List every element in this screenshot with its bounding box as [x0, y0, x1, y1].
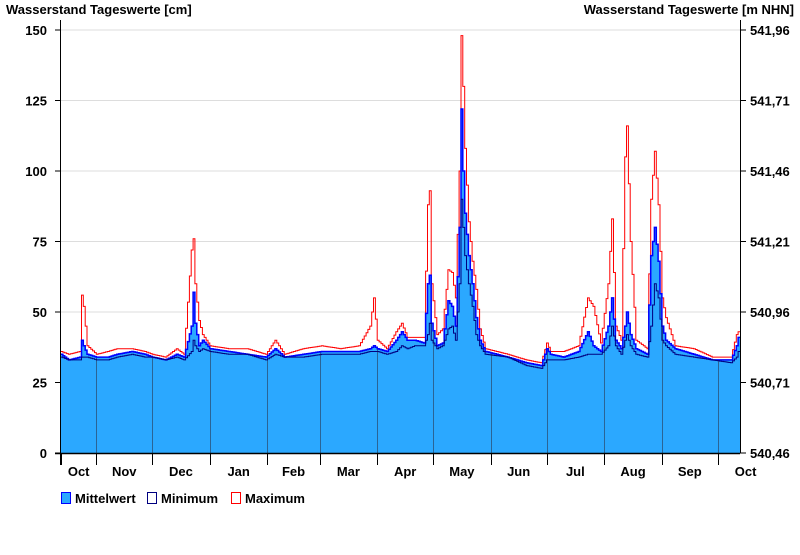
legend-label: Mittelwert: [75, 491, 136, 506]
month-label: Sep: [678, 464, 702, 479]
month-label: Nov: [112, 464, 137, 479]
mean-line: [61, 108, 740, 367]
legend-swatch: [147, 492, 157, 504]
left-axis-title: Wasserstand Tageswerte [cm]: [6, 2, 192, 17]
left-tick-label: 100: [25, 164, 47, 179]
month-label: Oct: [68, 464, 90, 479]
left-tick-label: 75: [33, 235, 47, 250]
left-tick-label: 125: [25, 94, 47, 109]
right-tick-label: 540,46: [750, 446, 790, 461]
left-tick-label: 0: [40, 446, 47, 461]
legend-swatch: [231, 492, 241, 504]
axes: 0 540,46 25 540,71 50 540,96 75 541,21 100 541,46…: [25, 20, 790, 479]
month-label: Aug: [620, 464, 645, 479]
gridlines: [61, 29, 740, 383]
month-label: Jun: [507, 464, 530, 479]
month-label: Feb: [282, 464, 305, 479]
right-tick-label: 541,46: [750, 164, 790, 179]
mean-area: [61, 109, 740, 453]
right-tick-label: 541,21: [750, 235, 790, 250]
minimum-line: [61, 198, 740, 369]
left-tick-label: 150: [25, 23, 47, 38]
legend-swatch: [61, 492, 71, 504]
month-label: Dec: [169, 464, 193, 479]
legend-label: Maximum: [245, 491, 305, 506]
left-tick-label: 25: [33, 376, 47, 391]
month-label: Mar: [337, 464, 360, 479]
month-label: Jul: [566, 464, 585, 479]
month-label: Oct: [735, 464, 757, 479]
month-label: Jan: [227, 464, 249, 479]
right-tick-label: 541,71: [750, 94, 790, 109]
right-tick-label: 541,96: [750, 23, 790, 38]
maximum-line: [61, 35, 740, 364]
left-tick-label: 50: [33, 305, 47, 320]
right-tick-label: 540,96: [750, 305, 790, 320]
legend: Mittelwert Minimum Maximum: [61, 491, 305, 506]
month-label: May: [449, 464, 475, 479]
right-axis-title: Wasserstand Tageswerte [m NHN]: [584, 2, 794, 17]
month-label: Apr: [394, 464, 416, 479]
legend-label: Minimum: [161, 491, 218, 506]
series-group: [61, 35, 740, 453]
right-tick-label: 540,71: [750, 376, 790, 391]
